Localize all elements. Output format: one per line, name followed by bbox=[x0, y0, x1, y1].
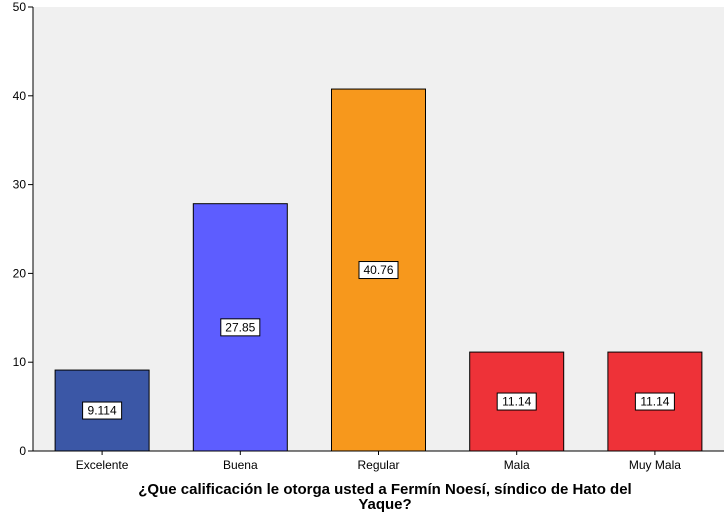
data-label: 11.14 bbox=[502, 395, 531, 409]
x-tick-label: Muy Mala bbox=[629, 458, 681, 472]
y-tick-label: 40 bbox=[13, 89, 27, 103]
axes-group: Excelente Buena Regular Mala Muy Mala 0 10 20 30… bbox=[13, 0, 724, 472]
x-tick-label: Excelente bbox=[76, 458, 129, 472]
x-tick-label: Regular bbox=[357, 458, 399, 472]
data-label: 9.114 bbox=[88, 404, 117, 418]
x-axis-title: ¿Que calificación le otorga usted a Ferm… bbox=[30, 482, 726, 512]
x-axis-title-line-1: ¿Que calificación le otorga usted a Ferm… bbox=[138, 481, 632, 498]
y-tick-label: 20 bbox=[13, 266, 27, 280]
y-tick-label: 0 bbox=[19, 444, 26, 458]
data-label-box bbox=[496, 392, 537, 411]
data-label: 27.85 bbox=[225, 320, 255, 334]
data-label: 40.76 bbox=[363, 263, 393, 277]
x-tick-label: Mala bbox=[504, 458, 530, 472]
data-label-box bbox=[634, 392, 675, 411]
x-axis-title-line-2: Yaque? bbox=[358, 496, 412, 513]
y-tick-label: 50 bbox=[13, 0, 27, 14]
y-tick-label: 30 bbox=[13, 178, 27, 192]
x-tick-label: Buena bbox=[223, 458, 258, 472]
y-tick-label: 10 bbox=[13, 355, 27, 369]
data-label-box bbox=[220, 318, 261, 337]
data-label-box bbox=[82, 401, 123, 420]
data-label-box bbox=[358, 261, 399, 280]
bars-group: 9.114 27.85 40.76 11.14 11.14 bbox=[54, 88, 703, 452]
data-label: 11.14 bbox=[640, 395, 669, 409]
